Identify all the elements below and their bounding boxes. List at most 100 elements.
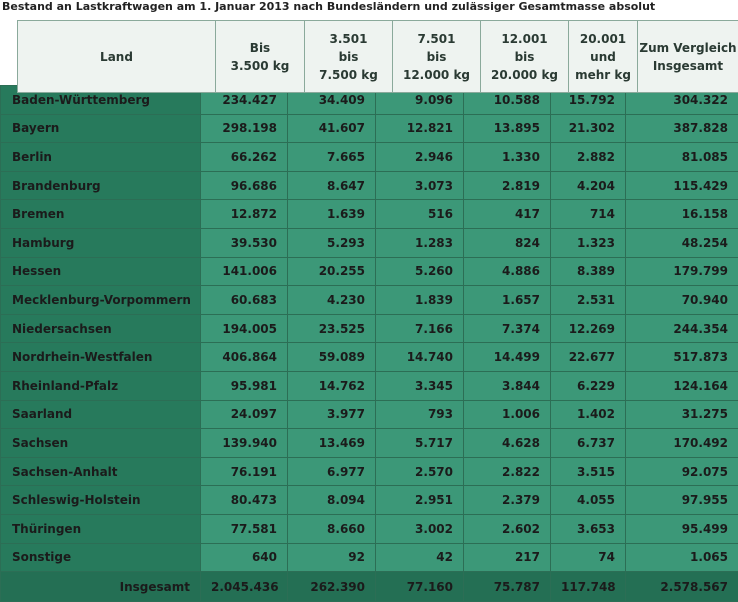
cell: 714 (551, 200, 626, 229)
row-label: Insgesamt (1, 572, 201, 602)
cell: 97.955 (626, 486, 738, 515)
cell: 41.607 (288, 114, 376, 143)
cell: 141.006 (201, 257, 288, 286)
cell: 6.977 (288, 457, 376, 486)
cell: 244.354 (626, 314, 738, 343)
row-label: Rheinland-Pfalz (1, 371, 201, 400)
cell: 4.204 (551, 171, 626, 200)
cell: 1.065 (626, 543, 738, 572)
cell: 406.864 (201, 343, 288, 372)
cell: 3.002 (376, 514, 464, 543)
cell: 124.164 (626, 371, 738, 400)
cell: 60.683 (201, 286, 288, 315)
cell: 8.647 (288, 171, 376, 200)
cell: 3.653 (551, 514, 626, 543)
cell: 7.374 (464, 314, 551, 343)
header-line: 12.001 (481, 30, 568, 48)
cell: 824 (464, 228, 551, 257)
cell: 12.821 (376, 114, 464, 143)
cell: 2.882 (551, 143, 626, 172)
row-label: Sachsen-Anhalt (1, 457, 201, 486)
cell: 2.819 (464, 171, 551, 200)
header-line: 12.000 kg (393, 66, 480, 84)
row-label: Saarland (1, 400, 201, 429)
cell: 7.665 (288, 143, 376, 172)
cell: 92 (288, 543, 376, 572)
header-line: 20.000 kg (481, 66, 568, 84)
row-label: Mecklenburg-Vorpommern (1, 286, 201, 315)
header-line: bis (393, 48, 480, 66)
cell: 14.740 (376, 343, 464, 372)
cell: 80.473 (201, 486, 288, 515)
cell: 640 (201, 543, 288, 572)
cell: 1.006 (464, 400, 551, 429)
cell: 139.940 (201, 429, 288, 458)
row-label: Nordrhein-Westfalen (1, 343, 201, 372)
cell: 96.686 (201, 171, 288, 200)
cell: 1.330 (464, 143, 551, 172)
cell: 5.293 (288, 228, 376, 257)
header-line: Insgesamt (638, 57, 738, 75)
cell: 13.469 (288, 429, 376, 458)
cell: 3.977 (288, 400, 376, 429)
cell: 2.570 (376, 457, 464, 486)
cell: 4.230 (288, 286, 376, 315)
row-label: Thüringen (1, 514, 201, 543)
cell: 16.158 (626, 200, 738, 229)
cell: 5.260 (376, 257, 464, 286)
cell: 793 (376, 400, 464, 429)
cell: 179.799 (626, 257, 738, 286)
cell: 417 (464, 200, 551, 229)
cell: 5.717 (376, 429, 464, 458)
cell: 3.844 (464, 371, 551, 400)
row-label: Bremen (1, 200, 201, 229)
cell: 2.602 (464, 514, 551, 543)
cell: 170.492 (626, 429, 738, 458)
cell: 2.578.567 (626, 572, 738, 602)
cell: 66.262 (201, 143, 288, 172)
cell: 48.254 (626, 228, 738, 257)
cell: 8.660 (288, 514, 376, 543)
row-label: Sonstige (1, 543, 201, 572)
row-label: Hessen (1, 257, 201, 286)
row-label: Niedersachsen (1, 314, 201, 343)
header-line: 7.501 (393, 30, 480, 48)
cell: 2.951 (376, 486, 464, 515)
cell: 92.075 (626, 457, 738, 486)
cell: 13.895 (464, 114, 551, 143)
cell: 23.525 (288, 314, 376, 343)
cell: 1.639 (288, 200, 376, 229)
cell: 6.229 (551, 371, 626, 400)
header-cell: Land (18, 21, 216, 93)
cell: 2.946 (376, 143, 464, 172)
cell: 1.402 (551, 400, 626, 429)
row-label: Bayern (1, 114, 201, 143)
cell: 77.581 (201, 514, 288, 543)
cell: 3.345 (376, 371, 464, 400)
cell: 77.160 (376, 572, 464, 602)
cell: 39.530 (201, 228, 288, 257)
cell: 7.166 (376, 314, 464, 343)
cell: 20.255 (288, 257, 376, 286)
cell: 24.097 (201, 400, 288, 429)
cell: 14.499 (464, 343, 551, 372)
cell: 298.198 (201, 114, 288, 143)
header-line: 3.501 (305, 30, 392, 48)
